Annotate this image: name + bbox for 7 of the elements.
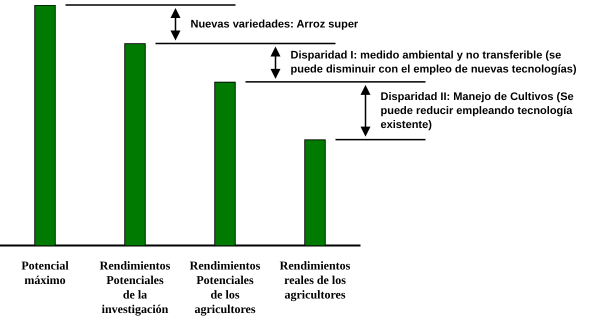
x-tick-label: Potencial máximo bbox=[21, 258, 70, 288]
x-tick-label: Rendimientos Potenciales de los agricultores bbox=[190, 258, 261, 316]
text: Disparidad II: Manejo de Cultivos (Se puede reducir empleando tecnología existente) bbox=[380, 90, 574, 131]
annotation: Disparidad I: medido ambiental y no transferible (se puede disminuir con el empleo de nuevas tecnologías) bbox=[290, 50, 577, 76]
x-tick-label: Rendimientos Potenciales de la investigación bbox=[100, 258, 171, 316]
annotation: Nuevas variedades: Arroz super bbox=[190, 18, 359, 30]
x-tick-label: Rendimientos reales de los agricultores bbox=[280, 258, 351, 302]
